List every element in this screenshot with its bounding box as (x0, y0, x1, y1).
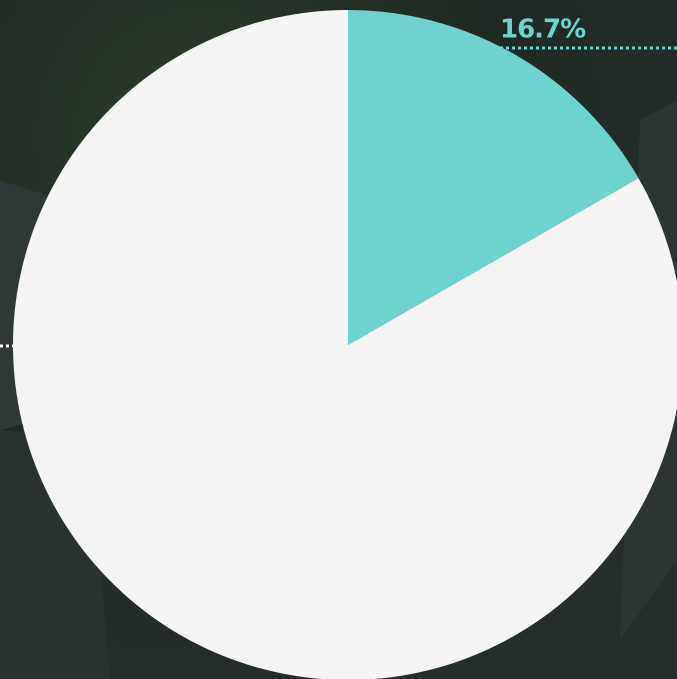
data-label: 16.7% (500, 15, 586, 45)
pie-slice (13, 10, 677, 679)
pie-slice (348, 10, 639, 345)
